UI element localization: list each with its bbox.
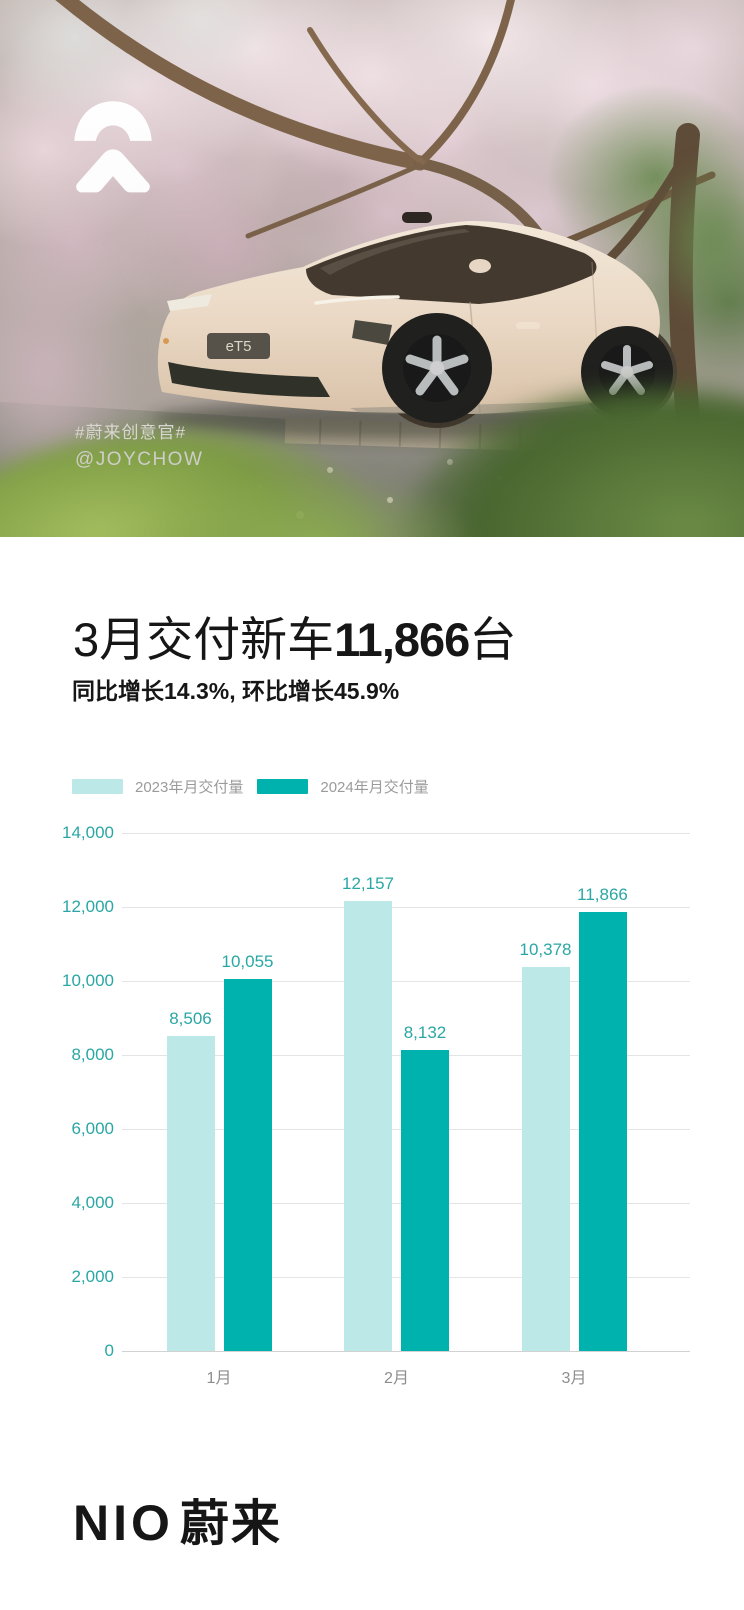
car-glasshouse	[306, 225, 597, 304]
front-wheel	[382, 313, 492, 423]
headlight	[167, 294, 212, 311]
roof-lidar	[402, 212, 432, 223]
bar-2024年月交付量-3月	[578, 911, 627, 1351]
legend-swatch	[72, 779, 123, 794]
license-plate	[207, 333, 270, 359]
legend-swatch	[257, 779, 309, 794]
hero-photo: eT5	[0, 0, 744, 537]
bar-value-label: 10,378	[519, 940, 572, 959]
car-illustration: eT5	[157, 212, 677, 428]
legend-label: 2024年月交付量	[320, 779, 429, 796]
legend-item: 2023年月交付量	[72, 776, 243, 797]
y-axis-tick-label: 14,000	[62, 823, 114, 842]
bar-2023年月交付量-3月	[521, 967, 570, 1351]
delivery-count: 11,866	[334, 613, 470, 666]
gridline	[122, 1350, 690, 1352]
x-axis-label: 2月	[384, 1370, 409, 1387]
front-intake	[168, 362, 330, 397]
hashtag-text: #蔚来创意官#	[75, 423, 186, 442]
bar-2023年月交付量-1月	[166, 1036, 215, 1351]
y-axis-tick-label: 10,000	[62, 971, 114, 990]
headline-prefix: 3月交付新车	[73, 613, 335, 666]
license-plate-text: eT5	[226, 338, 252, 355]
subheadline: 同比增长14.3%, 环比增长45.9%	[72, 678, 400, 704]
nio-wordmark: NIO 蔚来	[73, 1484, 282, 1555]
wordmark-latin: NIO	[73, 1495, 174, 1551]
y-axis-tick-label: 8,000	[71, 1045, 114, 1064]
y-axis-tick-label: 12,000	[62, 897, 114, 916]
y-axis-tick-label: 4,000	[71, 1193, 114, 1212]
bar-value-label: 10,055	[221, 951, 274, 971]
headline: 3月交付新车11,866台	[73, 601, 516, 670]
y-axis-tick-label: 2,000	[71, 1267, 114, 1286]
y-axis-labels: 0 2,000 4,000 6,000 8,000 10,000 12,000 14,000	[30, 823, 114, 1360]
wordmark-chinese: 蔚来	[179, 1497, 282, 1551]
photo-caption: #蔚来创意官# @JOYCHOW	[75, 418, 203, 471]
credit-text: @JOYCHOW	[75, 449, 204, 470]
drl-strip	[314, 295, 400, 305]
y-axis-tick-label: 6,000	[71, 1119, 114, 1138]
green-foliage-right	[648, 155, 744, 325]
gridline	[122, 906, 690, 908]
bar-value-label: 12,157	[342, 874, 394, 894]
gridline	[122, 980, 690, 982]
bar-2024年月交付量-1月	[223, 978, 272, 1351]
bar-value-label: 11,866	[577, 884, 628, 904]
side-mirror	[469, 259, 491, 273]
x-axis-label: 3月	[561, 1370, 587, 1387]
headline-suffix: 台	[469, 613, 517, 666]
bar-2023年月交付量-2月	[344, 901, 392, 1351]
bar-value-label: 8,132	[403, 1023, 447, 1043]
bar-2024年月交付量-2月	[401, 1050, 449, 1351]
legend-item: 2024年月交付量	[257, 776, 429, 797]
nio-logo-icon	[74, 101, 152, 193]
chart-legend: 2023年月交付量 2024年月交付量	[72, 776, 429, 797]
delivery-bar-chart: 8,506 10,055 1月 12,157 8,132 2月 10,378 11,866 3月	[122, 832, 690, 1387]
legend-label: 2023年月交付量	[135, 779, 244, 796]
bar-value-label: 8,506	[169, 1009, 212, 1029]
y-axis-tick-label: 0	[104, 1341, 114, 1360]
gridline	[122, 832, 690, 834]
x-axis-label: 1月	[206, 1370, 232, 1387]
